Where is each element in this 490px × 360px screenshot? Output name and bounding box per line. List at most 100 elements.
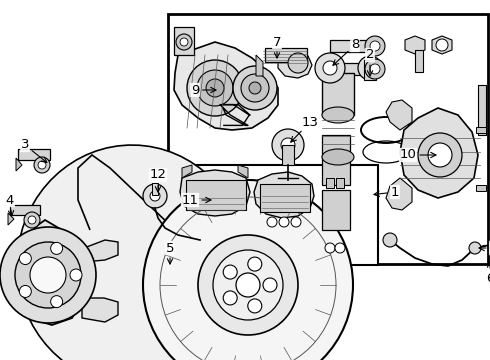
Circle shape [365,36,385,56]
Circle shape [248,299,262,313]
Text: 3: 3 [21,139,47,162]
Text: 9: 9 [191,84,216,96]
Polygon shape [84,240,118,262]
Circle shape [150,191,160,201]
Circle shape [263,278,277,292]
Text: 4: 4 [6,194,14,216]
Text: 1: 1 [374,185,399,198]
Bar [260,184,310,212]
Text: 8: 8 [333,39,359,65]
Text: 12: 12 [149,168,167,192]
Bar [186,180,246,210]
Circle shape [323,61,337,75]
Bar [326,178,334,188]
Circle shape [50,242,63,255]
Polygon shape [238,165,248,178]
Polygon shape [254,172,314,218]
Circle shape [223,265,237,279]
Circle shape [70,269,82,281]
Circle shape [249,82,261,94]
Circle shape [198,235,298,335]
Circle shape [28,216,36,224]
Circle shape [248,257,262,271]
Polygon shape [405,36,425,54]
Bar [322,135,350,185]
Circle shape [206,79,224,97]
Circle shape [15,242,81,308]
Circle shape [19,253,31,265]
Circle shape [213,250,283,320]
Text: 13: 13 [291,116,318,142]
Circle shape [272,129,304,161]
Bar [478,85,486,135]
Bar [336,178,344,188]
Bar [168,14,488,264]
Circle shape [143,180,353,360]
Polygon shape [386,100,412,130]
Polygon shape [386,178,412,210]
Circle shape [418,133,462,177]
Circle shape [370,41,380,51]
Polygon shape [17,145,244,360]
Circle shape [267,217,277,227]
Circle shape [281,138,295,152]
Circle shape [180,38,188,46]
Circle shape [223,291,237,305]
Ellipse shape [322,107,354,123]
Circle shape [38,161,46,169]
Bar [282,145,294,165]
Circle shape [233,66,277,110]
Polygon shape [16,158,22,171]
Circle shape [370,64,380,74]
Polygon shape [180,170,250,216]
Circle shape [291,217,301,227]
Circle shape [315,53,345,83]
Text: 5: 5 [166,242,174,264]
Polygon shape [82,298,118,322]
Bar [10,205,40,215]
Bar [174,165,378,265]
Bar [265,48,307,62]
Circle shape [176,34,192,50]
Polygon shape [8,213,14,225]
Bar [364,60,376,80]
Bar [322,73,354,115]
Circle shape [19,285,31,297]
Polygon shape [476,127,486,133]
Text: 10: 10 [399,148,436,162]
Circle shape [383,233,397,247]
Polygon shape [432,36,452,54]
Bar [330,63,375,75]
Circle shape [469,242,481,254]
Circle shape [143,184,167,208]
Circle shape [50,296,63,308]
Circle shape [279,217,289,227]
Text: 11: 11 [181,194,211,207]
Circle shape [236,273,260,297]
Circle shape [335,243,345,253]
Circle shape [365,63,375,73]
Circle shape [24,212,40,228]
Text: 14: 14 [479,242,490,255]
Bar [330,40,375,52]
Bar [415,50,423,72]
Polygon shape [278,50,312,78]
Bar [322,190,350,230]
Circle shape [241,74,269,102]
Polygon shape [476,185,486,191]
Text: 2: 2 [366,49,374,76]
Ellipse shape [322,149,354,165]
Circle shape [365,59,385,79]
Circle shape [34,157,50,173]
Text: 6: 6 [486,262,490,284]
Circle shape [197,70,233,106]
Circle shape [358,56,382,80]
Polygon shape [256,55,263,76]
Circle shape [30,257,66,293]
Circle shape [288,53,308,73]
Circle shape [187,60,243,116]
Circle shape [428,143,452,167]
Circle shape [436,39,448,51]
Polygon shape [12,220,84,325]
Bar [18,149,50,160]
